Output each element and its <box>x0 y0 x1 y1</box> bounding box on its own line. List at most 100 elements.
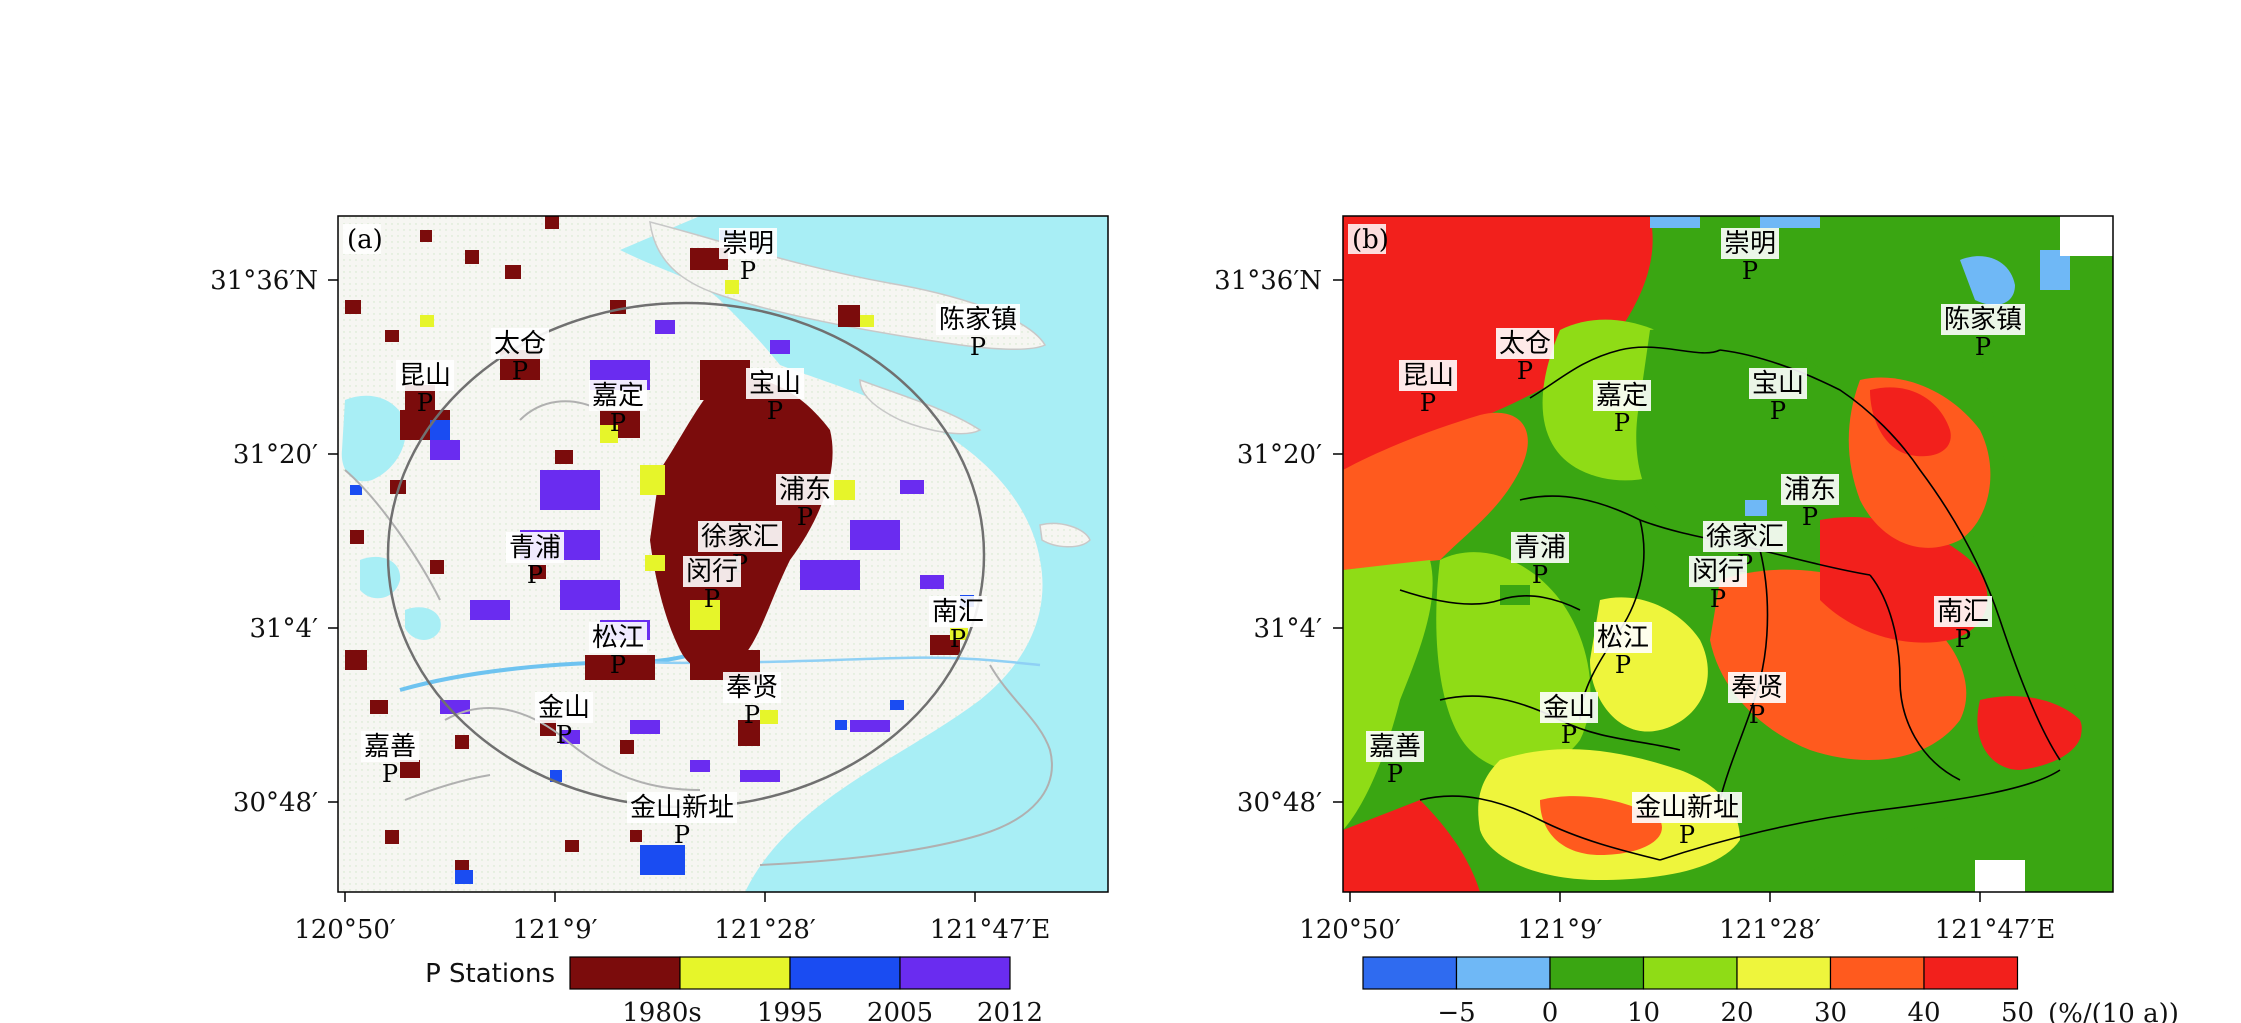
a-station-marker-13: P <box>556 721 572 749</box>
b-station-marker-11: P <box>1615 651 1631 679</box>
a-station-name-12: 奉贤 <box>726 673 778 703</box>
b-y-tick-2: 31°4′ <box>1253 614 1322 644</box>
a-station-marker-5: P <box>767 397 783 425</box>
b-station-marker-2: P <box>1517 357 1533 385</box>
b-station-bg-12 <box>1728 672 1786 703</box>
a-station-bg-14 <box>361 731 419 762</box>
a-station-marker-15: P <box>674 821 690 849</box>
a-x-tick-1: 121°9′ <box>512 915 597 945</box>
b-station-marker-5: P <box>1770 397 1786 425</box>
a-station-name-14: 嘉善 <box>364 732 416 762</box>
b-station-marker-6: P <box>1802 503 1818 531</box>
b-station-marker-14: P <box>1387 760 1403 788</box>
b-station-bg-1 <box>1941 304 2025 335</box>
b-station-bg-2 <box>1496 328 1554 359</box>
a-station-bg-15 <box>627 792 737 823</box>
colorbar-bin-4 <box>1736 956 1832 990</box>
b-station-name-11: 松江 <box>1597 623 1649 653</box>
b-station-name-15: 金山新址 <box>1635 793 1739 823</box>
a-station-marker-9: P <box>527 561 543 589</box>
colorbar-bin-0 <box>1362 956 1458 990</box>
a-y-tick-1: 31°20′ <box>233 440 318 470</box>
a-station-name-6: 浦东 <box>779 475 831 505</box>
b-x-tick-1: 121°9′ <box>1517 915 1602 945</box>
b-station-marker-10: P <box>1955 625 1971 653</box>
legend-title: P Stations <box>425 959 555 989</box>
a-station-name-8: 闵行 <box>686 557 738 587</box>
a-station-bg-1 <box>936 304 1020 335</box>
b-station-marker-9: P <box>1532 561 1548 589</box>
urban-2012-patches <box>430 320 944 782</box>
b-station-marker-12: P <box>1749 701 1765 729</box>
colorbar-tick-6: 50 <box>2001 998 2034 1023</box>
a-station-marker-12: P <box>744 701 760 729</box>
colorbar-bin-2 <box>1549 956 1645 990</box>
legend-label-0: 1980s <box>622 998 702 1023</box>
a-station-name-5: 宝山 <box>749 369 801 399</box>
b-station-bg-14 <box>1366 731 1424 762</box>
b-station-name-8: 闵行 <box>1692 557 1744 587</box>
b-y-tick-3: 30°48′ <box>1237 788 1322 818</box>
a-station-name-2: 太仓 <box>494 329 546 359</box>
a-station-marker-3: P <box>417 389 433 417</box>
panel-a-tag: (a) <box>347 225 383 255</box>
b-y-tick-1: 31°20′ <box>1237 440 1322 470</box>
colorbar-bin-3 <box>1642 956 1738 990</box>
b-station-marker-13: P <box>1561 721 1577 749</box>
panel-b-frame <box>1342 215 2114 893</box>
a-station-name-10: 南汇 <box>932 597 984 627</box>
a-station-bg-10 <box>929 596 987 627</box>
b-station-name-2: 太仓 <box>1499 329 1551 359</box>
legend-swatches: 1980s 1995 2005 2012 <box>569 956 1043 1023</box>
b-x-tick-2: 121°28′ <box>1719 915 1821 945</box>
b-station-bg-15 <box>1632 792 1742 823</box>
a-station-name-11: 松江 <box>592 623 644 653</box>
legend-label-2: 2005 <box>867 998 933 1023</box>
b-station-name-14: 嘉善 <box>1369 732 1421 762</box>
a-station-bg-11 <box>589 622 647 653</box>
a-station-name-13: 金山 <box>538 693 590 723</box>
a-station-marker-4: P <box>610 409 626 437</box>
a-station-bg-5 <box>746 368 804 399</box>
a-station-name-3: 昆山 <box>399 361 451 391</box>
b-station-marker-3: P <box>1420 389 1436 417</box>
b-station-name-6: 浦东 <box>1784 475 1836 505</box>
b-station-bg-5 <box>1749 368 1807 399</box>
a-y-tick-0: 31°36′N <box>210 266 318 296</box>
b-station-bg-11 <box>1594 622 1652 653</box>
district-boundaries <box>344 400 1053 866</box>
colorbar-bin-1 <box>1455 956 1551 990</box>
a-station-name-0: 崇明 <box>722 229 774 259</box>
a-station-name-7: 徐家汇 <box>701 522 779 552</box>
b-station-marker-4: P <box>1614 409 1630 437</box>
a-station-name-9: 青浦 <box>509 533 561 563</box>
colorbar-tick-5: 40 <box>1907 998 1940 1023</box>
a-station-bg-13 <box>535 692 593 723</box>
a-station-marker-8: P <box>704 585 720 613</box>
hengsha-island <box>1039 522 1091 548</box>
a-station-marker-2: P <box>512 357 528 385</box>
b-station-name-5: 宝山 <box>1752 369 1804 399</box>
a-station-marker-0: P <box>740 257 756 285</box>
b-x-tick-0: 120°50′ <box>1299 915 1401 945</box>
panel-a-axes <box>328 279 976 902</box>
a-station-bg-3 <box>396 360 454 391</box>
colorbar-bin-6 <box>1923 956 2019 990</box>
a-station-bg-7 <box>698 521 782 552</box>
urban-scatter-1980s <box>345 216 960 874</box>
b-station-marker-8: P <box>1710 585 1726 613</box>
b-station-bg-0 <box>1721 228 1779 259</box>
colorbar-tick-3: 20 <box>1720 998 1753 1023</box>
b-station-bg-7 <box>1703 521 1787 552</box>
colorbar-tick-4: 30 <box>1814 998 1847 1023</box>
a-y-tick-3: 30°48′ <box>233 788 318 818</box>
a-station-bg-4 <box>589 380 647 411</box>
colorbar-bin-5 <box>1829 956 1925 990</box>
a-x-tick-2: 121°28′ <box>714 915 816 945</box>
colorbar-tick-2: 10 <box>1627 998 1660 1023</box>
b-station-name-4: 嘉定 <box>1596 381 1648 411</box>
changxing-island <box>859 378 982 435</box>
legend-label-3: 2012 <box>977 998 1043 1023</box>
b-station-marker-0: P <box>1742 257 1758 285</box>
colorbar: −5 0 10 20 30 40 50 <box>1362 956 2034 1023</box>
